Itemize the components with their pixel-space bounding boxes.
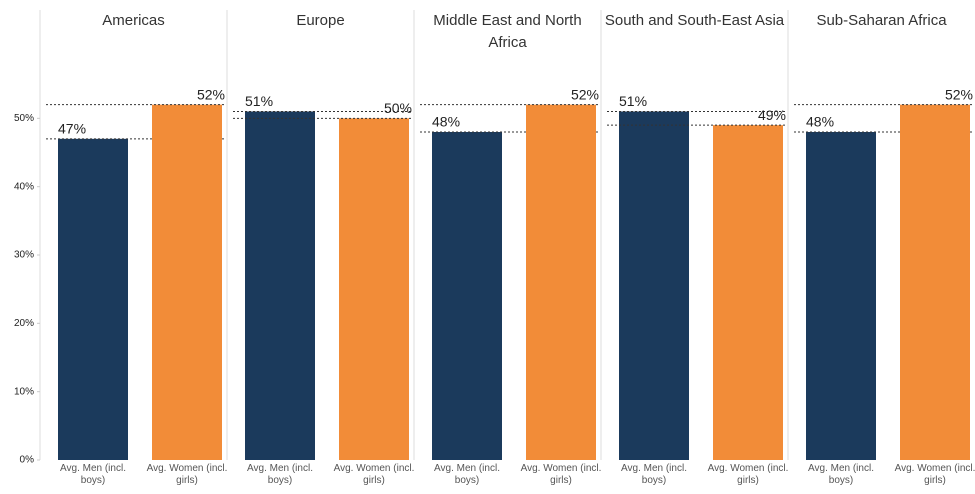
y-tick-label: 40% xyxy=(14,181,34,192)
bar xyxy=(526,104,596,461)
y-tick-label: 10% xyxy=(14,386,34,397)
x-tick-label: Avg. Men (incl. boys) xyxy=(60,463,126,486)
bar xyxy=(806,132,876,460)
x-tick-label: Avg. Men (incl. boys) xyxy=(808,463,874,486)
panel-title: Sub-Saharan Africa xyxy=(816,12,947,29)
value-label: 52% xyxy=(197,86,225,102)
value-label: 51% xyxy=(619,93,647,109)
value-label: 49% xyxy=(758,107,786,123)
x-tick-label: Avg. Women (incl. girls) xyxy=(894,463,975,486)
x-tick-label: Avg. Women (incl. girls) xyxy=(333,463,415,486)
y-tick-label: 20% xyxy=(14,318,34,329)
value-label: 48% xyxy=(806,114,834,130)
value-label: 47% xyxy=(58,121,86,137)
bar xyxy=(713,125,783,461)
bar xyxy=(619,111,689,460)
y-tick-label: 50% xyxy=(14,113,34,124)
x-tick-label: Avg. Men (incl. boys) xyxy=(621,463,687,486)
x-tick-label: Avg. Men (incl. boys) xyxy=(247,463,313,486)
bar xyxy=(900,104,970,461)
value-label: 50% xyxy=(384,100,412,116)
x-tick-label: Avg. Women (incl. girls) xyxy=(146,463,228,486)
x-tick-label: Avg. Men (incl. boys) xyxy=(434,463,500,486)
value-label: 51% xyxy=(245,93,273,109)
y-tick-label: 0% xyxy=(20,455,35,466)
bar xyxy=(339,118,409,460)
bar xyxy=(245,111,315,460)
value-label: 48% xyxy=(432,114,460,130)
value-label: 52% xyxy=(571,86,599,102)
panel-title: Europe xyxy=(296,12,345,29)
x-tick-label: Avg. Women (incl. girls) xyxy=(707,463,789,486)
y-tick-label: 30% xyxy=(14,250,34,261)
panel-title: South and South-East Asia xyxy=(604,12,785,29)
bar xyxy=(432,132,502,460)
bar xyxy=(58,138,128,461)
panel-title: Middle East and North Africa xyxy=(433,12,582,51)
panel-title: Americas xyxy=(102,12,165,29)
value-label: 52% xyxy=(945,86,973,102)
bar xyxy=(152,104,222,461)
x-tick-label: Avg. Women (incl. girls) xyxy=(520,463,602,486)
